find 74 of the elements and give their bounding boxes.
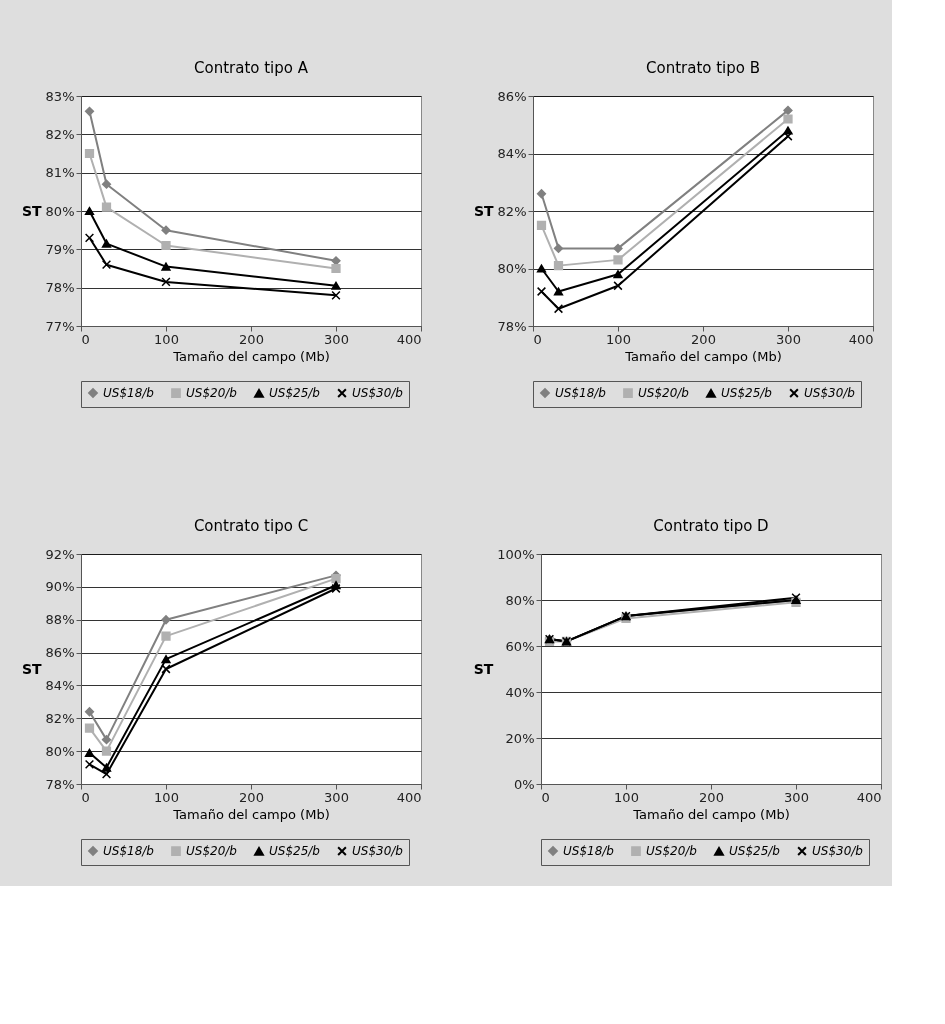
legend-label: US$30/b [352, 844, 404, 859]
legend-label: US$18/b [563, 844, 615, 859]
x-tick-label: 200 [699, 789, 724, 805]
y-tick-label: 86% [497, 88, 527, 104]
y-tick-label: 80% [45, 203, 75, 219]
x-tick-label: 400 [856, 789, 882, 805]
y-tick-label: 84% [45, 677, 75, 693]
y-tick-label: 77% [45, 318, 75, 334]
y-tick-label: 78% [45, 280, 75, 296]
x-tick-label: 100 [606, 331, 631, 347]
legend-label: US$20/b [186, 844, 238, 859]
y-tick-label: 90% [45, 579, 75, 595]
legend-label: US$18/b [555, 386, 607, 401]
y-tick-label: 100% [497, 546, 535, 562]
legend-label: US$30/b [812, 844, 864, 859]
x-tick-label: 300 [784, 789, 809, 805]
legend-label: US$30/b [352, 386, 404, 401]
legend-label: US$20/b [638, 386, 690, 401]
x-tick-label: 400 [848, 331, 874, 347]
y-tick-label: 82% [497, 203, 527, 219]
y-tick-label: 88% [45, 612, 75, 628]
legend-label: US$25/b [269, 844, 321, 859]
y-tick-label: 84% [497, 146, 527, 161]
x-axis-title: Tamaño del campo (Mb) [172, 806, 330, 822]
legend-label: US$20/b [186, 386, 238, 401]
x-axis-title: Tamaño del campo (Mb) [632, 806, 790, 822]
y-tick-label: 79% [45, 241, 75, 257]
legend-label: US$18/b [103, 386, 155, 401]
legend-label: US$25/b [269, 386, 321, 401]
legend-label: US$20/b [646, 844, 698, 859]
chart-title: Contrato tipo C [193, 517, 309, 535]
x-tick-label: 100 [154, 331, 179, 347]
chart-title: Contrato tipo D [653, 517, 769, 535]
x-tick-label: 100 [154, 789, 179, 805]
y-tick-label: 0% [513, 776, 535, 792]
chart-title: Contrato tipo A [193, 59, 309, 77]
x-tick-label: 200 [239, 789, 264, 805]
y-axis-title: ST [21, 660, 43, 677]
legend-label: US$30/b [804, 386, 856, 401]
y-tick-label: 83% [45, 88, 75, 104]
y-tick-label: 40% [505, 684, 535, 700]
legend-label: US$25/b [729, 844, 781, 859]
x-axis-title: Tamaño del campo (Mb) [624, 348, 782, 364]
x-tick-label: 300 [324, 789, 349, 805]
x-tick-label: 400 [396, 331, 422, 347]
legend-label: US$25/b [721, 386, 773, 401]
x-tick-label: 200 [691, 331, 716, 347]
y-axis-title: ST [21, 202, 43, 219]
y-tick-label: 60% [505, 638, 535, 654]
x-tick-label: 0 [533, 331, 542, 347]
y-tick-label: 80% [505, 592, 535, 608]
y-tick-label: 82% [45, 126, 75, 142]
y-tick-label: 20% [505, 730, 535, 746]
y-tick-label: 81% [45, 165, 75, 181]
y-tick-label: 80% [497, 261, 527, 276]
x-tick-label: 300 [324, 331, 349, 347]
x-axis-title: Tamaño del campo (Mb) [172, 348, 330, 364]
y-axis-title: ST [473, 660, 494, 677]
x-tick-label: 0 [81, 789, 90, 805]
y-axis-title: ST [473, 202, 495, 219]
y-tick-label: 80% [45, 743, 75, 759]
chart-title: Contrato tipo B [645, 59, 761, 77]
y-tick-label: 82% [45, 710, 75, 726]
y-tick-label: 86% [45, 645, 75, 661]
x-tick-label: 200 [239, 331, 264, 347]
x-tick-label: 100 [614, 789, 639, 805]
x-tick-label: 400 [396, 789, 422, 805]
y-tick-label: 78% [497, 318, 527, 334]
y-tick-label: 92% [45, 546, 75, 562]
x-tick-label: 300 [776, 331, 801, 347]
x-tick-label: 0 [541, 789, 550, 805]
legend-label: US$18/b [103, 844, 155, 859]
x-tick-label: 0 [81, 331, 90, 347]
y-tick-label: 78% [45, 776, 75, 792]
